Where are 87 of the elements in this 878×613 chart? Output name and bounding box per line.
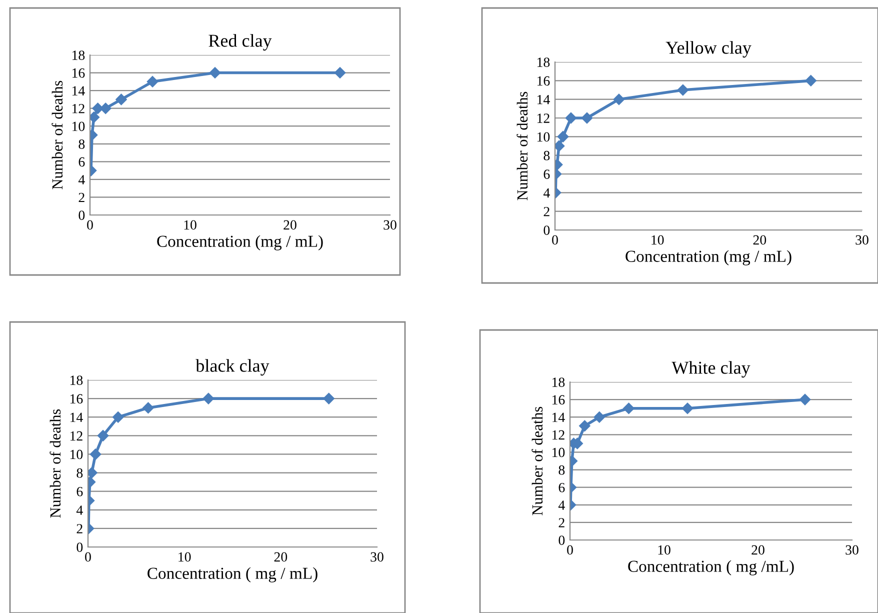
- chart-title: White clay: [672, 361, 750, 378]
- x-tick-label: 10: [178, 552, 191, 562]
- point: [92, 102, 104, 114]
- x-tick-label: 20: [752, 545, 764, 555]
- y-tick-label: 14: [70, 412, 83, 422]
- point: [579, 420, 590, 432]
- point: [805, 75, 816, 86]
- x-tick-label: 30: [370, 552, 384, 562]
- y-axis-title: Number of deaths: [516, 92, 528, 200]
- y-tick-label: 4: [543, 188, 550, 198]
- y-tick-label: 6: [76, 486, 83, 496]
- point: [202, 392, 214, 404]
- point: [799, 394, 811, 406]
- y-tick-label: 6: [544, 170, 550, 179]
- y-tick-label: 8: [558, 465, 565, 475]
- y-tick-label: 16: [537, 76, 550, 86]
- y-tick-label: 16: [72, 68, 85, 78]
- point: [613, 94, 625, 105]
- point: [557, 131, 569, 142]
- y-tick-label: 10: [552, 448, 565, 458]
- y-tick-label: 2: [558, 518, 564, 528]
- chart-title: Yellow clay: [666, 41, 752, 58]
- y-tick-label: 0: [78, 210, 85, 220]
- y-tick-label: 12: [537, 114, 550, 123]
- y-tick-label: 18: [552, 378, 565, 387]
- y-tick-label: 12: [552, 430, 564, 440]
- y-tick-label: 10: [70, 450, 83, 460]
- x-tick-label: 0: [87, 220, 93, 230]
- point: [677, 84, 689, 96]
- x-tick-label: 10: [184, 220, 196, 230]
- chart-title: black clay: [196, 359, 270, 376]
- x-axis-title: Concentration (mg / mL): [157, 235, 323, 250]
- y-tick-label: 6: [78, 157, 85, 167]
- x-axis-title: Concentration (mg / mL): [626, 250, 792, 266]
- x-tick-label: 10: [658, 545, 670, 555]
- x-tick-label: 20: [284, 220, 296, 230]
- y-tick-label: 4: [78, 175, 85, 184]
- y-tick-label: 18: [72, 50, 85, 60]
- x-tick-label: 30: [846, 545, 858, 555]
- y-tick-label: 14: [72, 86, 85, 96]
- point: [682, 402, 694, 414]
- y-tick-label: 2: [76, 524, 82, 534]
- x-tick-label: 20: [274, 552, 288, 562]
- x-tick-label: 30: [856, 235, 868, 245]
- y-tick-label: 8: [544, 150, 550, 160]
- x-tick-label: 20: [753, 235, 766, 245]
- point: [565, 112, 577, 124]
- y-axis-title: Number of deaths: [532, 406, 543, 516]
- point: [90, 112, 100, 123]
- y-tick-label: 18: [537, 58, 550, 67]
- y-tick-label: 6: [558, 482, 565, 492]
- y-tick-label: 4: [76, 506, 83, 515]
- y-tick-label: 2: [544, 206, 550, 216]
- y-tick-label: 0: [558, 536, 565, 545]
- point: [323, 392, 334, 404]
- x-tick-label: 30: [384, 220, 396, 230]
- x-tick-label: 0: [567, 545, 573, 555]
- point: [146, 76, 158, 88]
- y-tick-label: 10: [72, 122, 85, 132]
- y-tick-label: 18: [70, 376, 83, 385]
- x-axis-title: Concentration ( mg / mL): [148, 567, 318, 582]
- point: [90, 448, 102, 460]
- point: [97, 430, 109, 442]
- y-tick-label: 10: [537, 132, 550, 142]
- y-tick-label: 8: [78, 139, 85, 149]
- y-axis-title: Number of deaths: [50, 409, 61, 518]
- y-tick-label: 16: [552, 395, 565, 405]
- y-tick-label: 12: [72, 104, 84, 114]
- point: [581, 112, 593, 124]
- y-tick-label: 14: [537, 94, 550, 104]
- point: [594, 412, 605, 423]
- x-tick-label: 10: [652, 235, 664, 245]
- y-tick-label: 16: [70, 394, 83, 404]
- point: [209, 67, 221, 78]
- x-axis-title: Concentration ( mg /mL): [628, 560, 794, 576]
- y-tick-label: 8: [76, 468, 83, 478]
- point: [112, 412, 124, 423]
- point: [334, 67, 346, 78]
- point: [116, 94, 127, 106]
- y-tick-label: 4: [558, 500, 565, 510]
- chart-title: Red clay: [208, 34, 272, 51]
- y-tick-label: 2: [78, 192, 84, 202]
- point: [142, 402, 154, 414]
- y-axis-title: Number of deaths: [52, 80, 63, 190]
- y-tick-label: 14: [552, 412, 565, 422]
- point: [623, 402, 634, 414]
- y-tick-label: 12: [70, 431, 82, 440]
